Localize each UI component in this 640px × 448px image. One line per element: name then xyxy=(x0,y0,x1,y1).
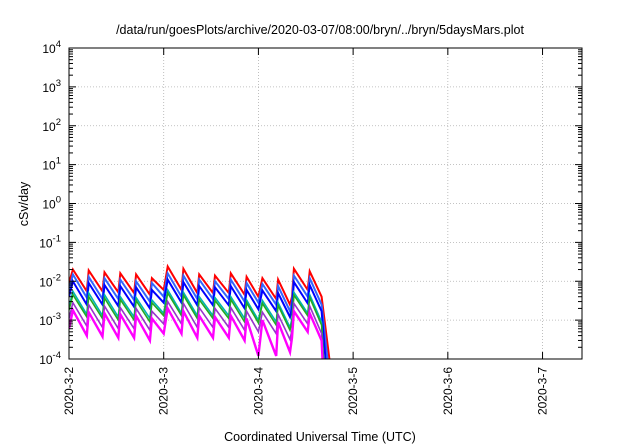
x-tick-label: 2020-3-6 xyxy=(441,367,455,415)
series-line-5 xyxy=(69,290,325,359)
y-tick-base: 10 xyxy=(42,159,56,173)
y-tick-base: 10 xyxy=(42,120,56,134)
x-axis-title: Coordinated Universal Time (UTC) xyxy=(224,430,416,444)
x-tick-label: 2020-3-3 xyxy=(157,367,171,415)
y-tick-base: 10 xyxy=(39,314,53,328)
y-tick-base: 10 xyxy=(39,275,53,289)
series-line-1 xyxy=(69,263,331,359)
y-tick-exponent: -1 xyxy=(53,233,61,244)
y-tick-exponent: 1 xyxy=(56,156,61,167)
y-tick-base: 10 xyxy=(42,198,56,212)
series-line-3 xyxy=(69,276,327,359)
x-tick-label: 2020-3-5 xyxy=(346,367,360,415)
x-tick-label: 2020-3-7 xyxy=(536,367,550,415)
y-tick-label: 100 xyxy=(42,195,61,212)
series-line-2 xyxy=(69,270,329,359)
x-tick-label: 2020-3-2 xyxy=(62,367,76,415)
y-tick-base: 10 xyxy=(39,353,53,367)
y-tick-exponent: 2 xyxy=(56,117,61,128)
y-tick-label: 10-4 xyxy=(39,350,61,367)
y-tick-label: 102 xyxy=(42,117,61,134)
y-tick-exponent: -2 xyxy=(53,272,61,283)
x-tick-label: 2020-3-4 xyxy=(251,367,265,415)
y-tick-base: 10 xyxy=(39,236,53,250)
y-tick-label: 101 xyxy=(42,156,61,173)
y-tick-label: 10-2 xyxy=(39,272,61,289)
y-tick-exponent: 4 xyxy=(56,39,61,50)
y-tick-label: 10-3 xyxy=(39,311,61,328)
y-tick-base: 10 xyxy=(42,81,56,95)
plot-frame xyxy=(68,47,583,360)
y-tick-label: 104 xyxy=(42,39,61,56)
series-layer xyxy=(69,263,331,359)
y-tick-exponent: -4 xyxy=(53,350,61,361)
chart-title: /data/run/goesPlots/archive/2020-03-07/0… xyxy=(116,23,524,37)
y-tick-label: 103 xyxy=(42,78,61,95)
y-axis-title: cSv/day xyxy=(17,181,31,226)
y-tick-exponent: 0 xyxy=(56,195,61,206)
y-tick-label: 10-1 xyxy=(39,233,61,250)
series-line-7 xyxy=(69,304,324,359)
y-tick-exponent: -3 xyxy=(53,311,61,322)
y-tick-exponent: 3 xyxy=(56,78,61,89)
series-line-6 xyxy=(69,299,324,359)
y-tick-base: 10 xyxy=(42,42,56,56)
